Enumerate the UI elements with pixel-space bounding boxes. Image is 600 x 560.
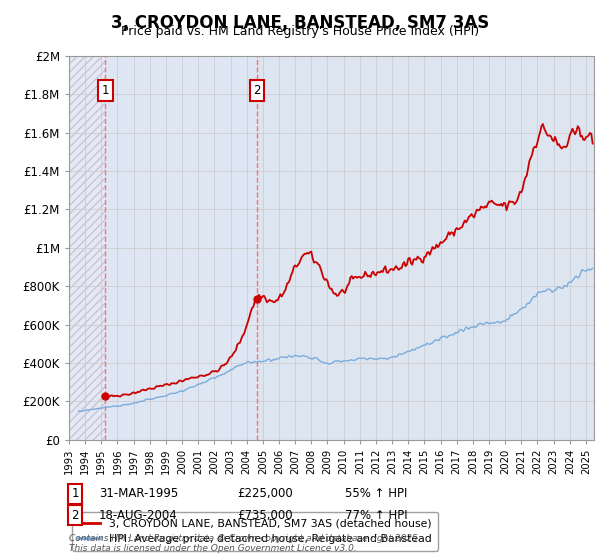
Text: Contains HM Land Registry data © Crown copyright and database right 2025.
This d: Contains HM Land Registry data © Crown c… bbox=[69, 534, 421, 553]
Text: £735,000: £735,000 bbox=[237, 508, 293, 522]
Text: £225,000: £225,000 bbox=[237, 487, 293, 501]
Text: 77% ↑ HPI: 77% ↑ HPI bbox=[345, 508, 407, 522]
Text: 55% ↑ HPI: 55% ↑ HPI bbox=[345, 487, 407, 501]
Text: 31-MAR-1995: 31-MAR-1995 bbox=[99, 487, 178, 501]
Bar bbox=[69, 56, 106, 440]
Text: 1: 1 bbox=[71, 487, 79, 501]
Text: 2: 2 bbox=[253, 84, 260, 97]
Bar bbox=[106, 56, 257, 440]
Legend: 3, CROYDON LANE, BANSTEAD, SM7 3AS (detached house), HPI: Average price, detache: 3, CROYDON LANE, BANSTEAD, SM7 3AS (deta… bbox=[72, 512, 438, 550]
Text: 2: 2 bbox=[71, 508, 79, 522]
Text: 1: 1 bbox=[101, 84, 109, 97]
Text: Price paid vs. HM Land Registry's House Price Index (HPI): Price paid vs. HM Land Registry's House … bbox=[121, 25, 479, 38]
Text: 18-AUG-2004: 18-AUG-2004 bbox=[99, 508, 178, 522]
Text: 3, CROYDON LANE, BANSTEAD, SM7 3AS: 3, CROYDON LANE, BANSTEAD, SM7 3AS bbox=[111, 14, 489, 32]
